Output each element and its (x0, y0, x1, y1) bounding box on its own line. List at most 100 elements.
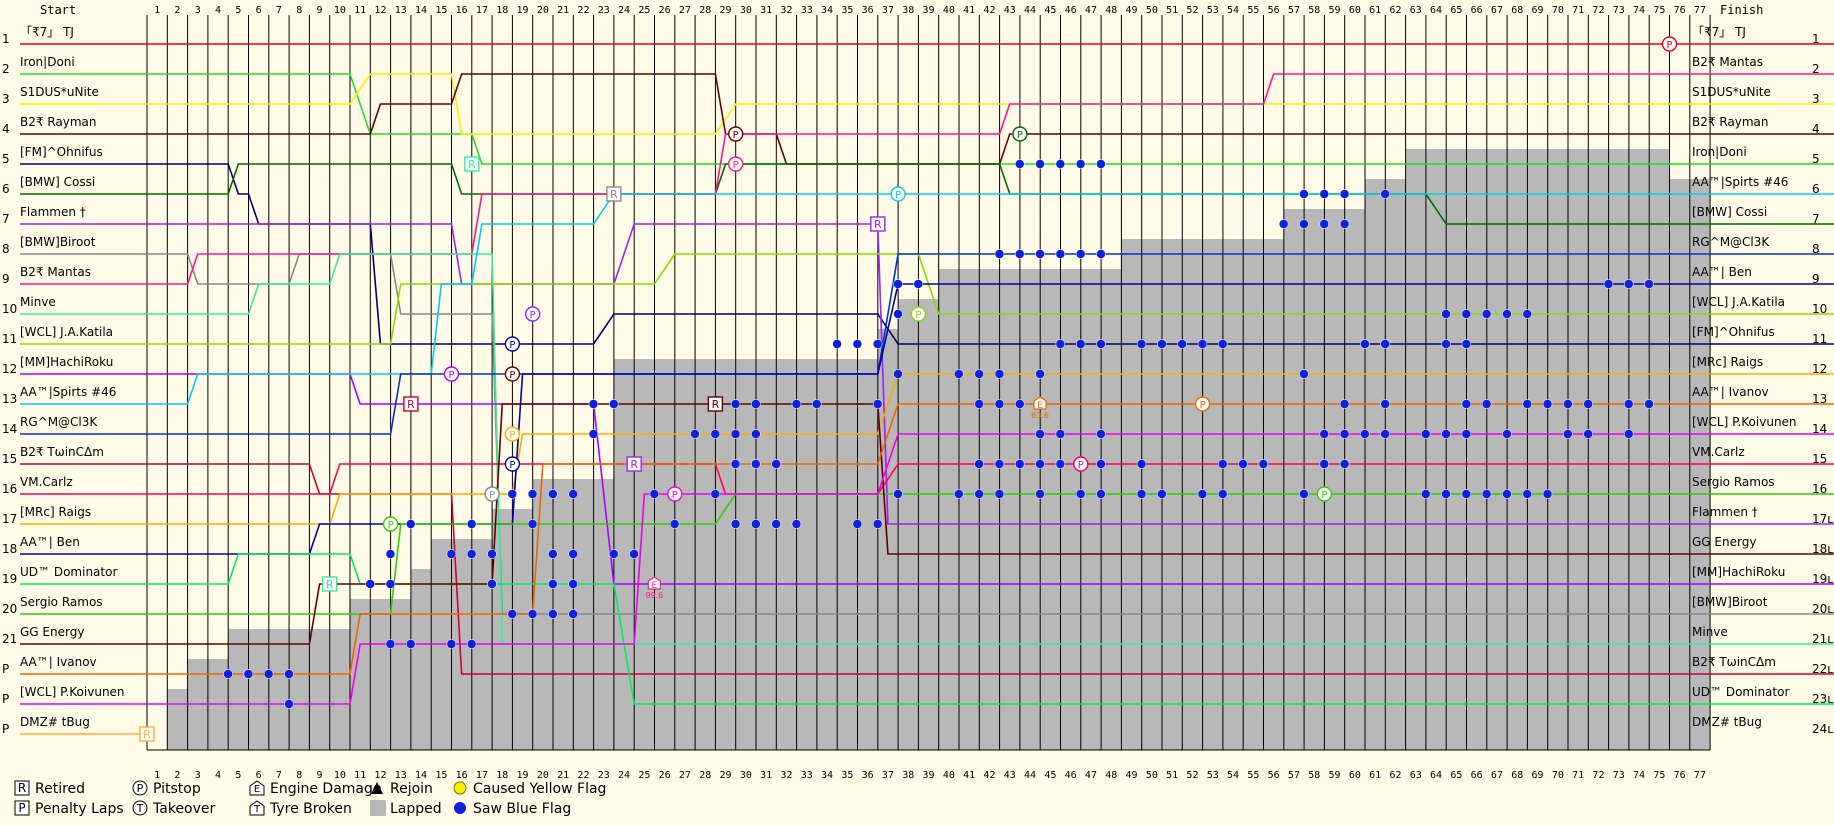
blue-flag-dot (527, 519, 538, 529)
lap-number-top: 48 (1105, 5, 1117, 16)
blue-flag-dot (1055, 249, 1066, 259)
pitstop-letter: P (509, 340, 515, 351)
blue-flag-dot (1339, 189, 1350, 199)
grid-position: P (2, 692, 9, 706)
lap-number-top: 65 (1450, 5, 1462, 16)
lapped-block (410, 569, 432, 750)
driver-line (20, 253, 1711, 435)
blue-flag-dot (1319, 219, 1329, 229)
legend-label: Takeover (152, 801, 215, 817)
legend: R Retired P Penalty Laps P Pitstop T Takeover E E… (14, 780, 606, 817)
lapped-block (877, 329, 899, 750)
finish-position: 3 (1812, 92, 1820, 106)
lap-number-top: 49 (1126, 5, 1138, 16)
start-driver-name: B2₹ Mantas (20, 265, 91, 279)
blue-flag-dot (1035, 489, 1045, 499)
pitstop-marker (1012, 126, 1028, 142)
legend-icon (14, 800, 30, 816)
grid-position: 3 (2, 92, 10, 106)
pitstop-marker (504, 426, 521, 442)
retired-marker (707, 396, 724, 412)
lap-number-top: 47 (1085, 5, 1097, 16)
finish-driver-name: B2₹ Mantas (1692, 55, 1763, 69)
blue-flag-dot (710, 429, 720, 439)
lap-number-bottom: 74 (1633, 770, 1645, 781)
pitstop-marker (890, 186, 906, 202)
finish-driver-name: B2₹ Rayman (1692, 115, 1769, 129)
grid-position: 13 (2, 392, 17, 406)
lap-number-top: 71 (1572, 5, 1584, 16)
engine-damage-value: 63.6 (1031, 411, 1049, 420)
lap-number-top: 33 (801, 5, 813, 16)
blue-flag-dot (1238, 459, 1248, 469)
lap-number-top: 73 (1613, 5, 1625, 16)
pitstop-marker (382, 516, 399, 532)
lap-number-bottom: 27 (679, 770, 691, 781)
lap-number-bottom: 71 (1572, 770, 1584, 781)
blue-flag-dot (649, 489, 660, 499)
blue-flag-dot (446, 549, 457, 559)
lap-number-top: 38 (902, 5, 914, 16)
blue-flag-dot (994, 369, 1005, 379)
blue-flag-dot (1441, 309, 1451, 319)
lap-number-top: 11 (354, 5, 366, 16)
lap-number-bottom: 62 (1389, 770, 1401, 781)
lap-number-top: 69 (1532, 5, 1544, 16)
legend-icon (249, 800, 265, 816)
lap-number-bottom: 39 (923, 770, 935, 781)
start-driver-name: Iron|Doni (20, 55, 75, 69)
pitstop-marker (1661, 36, 1678, 52)
driver-line (20, 253, 1711, 645)
blue-flag-dot (730, 459, 741, 469)
start-driver-name: RG^M@Cl3K (20, 415, 98, 429)
blue-flag-dot (466, 639, 477, 649)
finish-driver-name: GG Energy (1692, 535, 1756, 549)
blue-flag-dot (1157, 339, 1167, 349)
lap-number-bottom: 7 (276, 770, 282, 781)
penalty-marker (322, 576, 338, 592)
pitstop-letter: P (509, 430, 515, 441)
lap-number-top: 13 (395, 5, 407, 16)
blue-flag-dot (548, 549, 558, 559)
blue-flag-dot (1563, 399, 1573, 409)
lap-number-bottom: 14 (415, 770, 427, 781)
finish-position: 16 (1812, 482, 1827, 496)
blue-flag-dot (1035, 429, 1045, 439)
pitstop-letter: P (489, 490, 495, 501)
finish-position: 12 (1812, 362, 1827, 376)
blue-flag-dot (1015, 249, 1025, 259)
lap-number-top: 57 (1288, 5, 1300, 16)
lap-number-bottom: 12 (374, 770, 386, 781)
grid-position: 11 (2, 332, 17, 346)
lap-number-bottom: 46 (1065, 770, 1077, 781)
blue-flag-dot (1075, 249, 1086, 259)
lap-number-bottom: 76 (1674, 770, 1686, 781)
lap-number-bottom: 67 (1491, 770, 1503, 781)
blue-flag-dot (548, 489, 558, 499)
retired-marker (606, 186, 622, 202)
engine-damage-letter: E (652, 581, 658, 591)
lap-number-bottom: 11 (354, 770, 366, 781)
blue-flag-dot (406, 639, 416, 649)
lap-number-top: 40 (943, 5, 955, 16)
blue-flag-dot (893, 309, 903, 319)
blue-flag-dot (568, 489, 578, 499)
lap-number-top: 27 (679, 5, 691, 16)
finish-driver-name: [WCL] J.A.Katila (1692, 295, 1785, 309)
start-driver-name: Sergio Ramos (20, 595, 103, 609)
grid-position: 21 (2, 632, 17, 646)
grid-position: 8 (2, 242, 10, 256)
engine-damage-letter: E (1037, 401, 1043, 411)
pitstop-letter: P (1078, 460, 1084, 471)
blue-flag-dot (1096, 159, 1106, 169)
finish-position: 11 (1812, 332, 1827, 346)
lap-number-bottom: 49 (1126, 770, 1138, 781)
blue-flag-dot (994, 459, 1005, 469)
lap-number-top: 60 (1349, 5, 1361, 16)
blue-flag-dot (1360, 339, 1370, 349)
lap-number-top: 32 (780, 5, 792, 16)
legend-icon-letter: T (253, 804, 261, 815)
blue-flag-dot (568, 579, 578, 589)
lap-number-top: 46 (1065, 5, 1077, 16)
blue-flag-dot (1075, 339, 1086, 349)
